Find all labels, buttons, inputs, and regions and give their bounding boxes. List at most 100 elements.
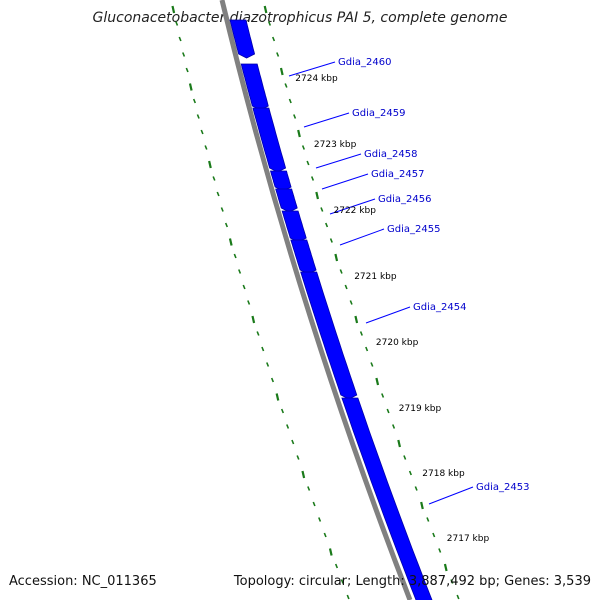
outer-tick-mark — [297, 129, 301, 138]
outer-tick-mark — [359, 331, 363, 336]
inner-tick-mark — [196, 114, 200, 119]
inner-tick-mark — [301, 470, 306, 479]
inner-tick-mark — [275, 393, 280, 401]
outer-tick-mark — [420, 501, 424, 510]
outer-tick-mark — [284, 83, 288, 88]
inner-tick-mark — [216, 191, 220, 197]
inner-tick-mark — [204, 145, 208, 150]
kbp-label: 2720 kbp — [376, 338, 419, 348]
inner-tick-mark — [188, 83, 193, 91]
inner-tick-mark — [346, 594, 350, 600]
outer-tick-mark — [403, 455, 407, 460]
outer-tick-mark — [414, 486, 418, 491]
outer-tick-mark — [365, 346, 369, 352]
inner-tick-mark — [208, 160, 212, 169]
inner-tick-mark — [261, 346, 265, 352]
gene-track — [229, 19, 433, 600]
gene-label: Gdia_2458 — [364, 149, 417, 160]
inner-tick-mark — [323, 532, 327, 538]
inner-tick-mark — [334, 563, 339, 569]
inner-tick-mark — [185, 67, 189, 73]
gene-leader-line — [303, 112, 350, 128]
outer-tick-mark — [349, 300, 353, 305]
outer-tick-mark — [381, 393, 385, 398]
inner-tick-mark — [238, 269, 242, 274]
outer-tick-mark — [375, 377, 380, 386]
gene-feature-arrow — [341, 397, 433, 600]
outer-tick-mark — [397, 439, 402, 448]
outer-tick-mark — [301, 145, 305, 150]
outer-tick-mark — [271, 36, 276, 42]
inner-tick-mark — [247, 300, 251, 305]
outer-tick-mark — [370, 362, 374, 367]
outer-tick-mark — [310, 176, 315, 181]
kbp-label: 2723 kbp — [314, 140, 357, 150]
outer-tick-mark — [426, 517, 430, 522]
gene-label: Gdia_2455 — [387, 224, 440, 235]
inner-tick-mark — [178, 36, 182, 42]
kbp-label: 2718 kbp — [422, 469, 465, 479]
inner-tick-mark — [328, 548, 333, 556]
outer-tick-mark — [334, 253, 339, 262]
gene-leader-line — [288, 61, 336, 77]
inner-tick-mark — [228, 238, 233, 246]
gene-feature-arrow — [229, 19, 256, 59]
gene-leader-line — [329, 198, 376, 215]
kbp-label: 2724 kbp — [295, 74, 338, 84]
outer-tick-mark — [325, 222, 329, 228]
outer-tick-mark — [438, 548, 442, 553]
inner-tick-mark — [318, 517, 322, 522]
outer-tick-mark — [432, 532, 436, 538]
gene-leader-line — [365, 306, 411, 324]
inner-tick-mark — [233, 253, 237, 259]
kbp-label: 2717 kbp — [447, 534, 490, 544]
outer-tick-mark — [408, 470, 412, 476]
outer-tick-mark — [392, 424, 396, 429]
inner-tick-mark — [224, 222, 229, 228]
inner-tick-mark — [291, 439, 295, 445]
gene-leader-line — [315, 153, 362, 169]
inner-tick-mark — [312, 501, 316, 507]
inner-tick-mark — [242, 284, 246, 290]
gene-label-layer: Gdia_2460 Gdia_2459 Gdia_2458 Gdia_2457 Gdia… — [288, 57, 529, 505]
backbone — [219, 0, 413, 600]
kbp-label-layer: 2724 kbp 2723 kbp 2722 kbp 2721 kbp 2720 kbp… — [295, 74, 489, 544]
gene-label: Gdia_2454 — [413, 302, 466, 313]
outer-tick-mark — [288, 98, 292, 104]
outer-tick-mark — [450, 579, 454, 584]
genome-summary-text: Topology: circular; Length: 3,887,492 bp… — [233, 574, 591, 589]
inner-tick-mark — [171, 5, 176, 14]
gene-label: Gdia_2460 — [338, 57, 391, 68]
kbp-label: 2722 kbp — [334, 206, 377, 216]
gene-leader-line — [321, 173, 369, 190]
outer-tick-mark — [293, 114, 297, 119]
outer-tick-mark — [443, 563, 448, 572]
inner-tick-mark — [340, 579, 344, 584]
inner-tick-mark — [286, 424, 290, 429]
inner-tick-mark — [182, 52, 186, 57]
kbp-label: 2719 kbp — [399, 404, 442, 414]
gene-label: Gdia_2453 — [476, 482, 529, 493]
inner-tick-mark — [266, 362, 270, 367]
outer-tick-mark — [315, 191, 320, 200]
inner-tick-mark — [200, 129, 204, 135]
inner-tick-mark — [256, 331, 260, 336]
kbp-label: 2721 kbp — [354, 272, 397, 282]
outer-tick-mark — [306, 160, 310, 166]
outer-tick-mark — [339, 269, 343, 274]
outer-tick-track — [263, 5, 460, 600]
gene-feature-arrow — [300, 271, 358, 400]
inner-tick-mark — [220, 207, 224, 212]
inner-tick-track — [171, 5, 350, 600]
inner-tick-mark — [296, 455, 300, 460]
gene-label: Gdia_2456 — [378, 194, 431, 205]
inner-tick-mark — [175, 21, 179, 26]
outer-tick-mark — [386, 408, 390, 414]
gene-leader-line — [428, 486, 474, 505]
inner-tick-mark — [251, 315, 256, 324]
inner-tick-mark — [270, 377, 275, 383]
inner-tick-mark — [192, 98, 197, 104]
outer-tick-mark — [276, 52, 280, 57]
backbone-line — [219, 0, 413, 600]
